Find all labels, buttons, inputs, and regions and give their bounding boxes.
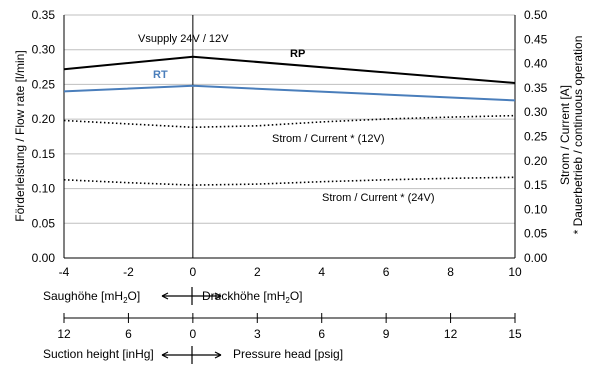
gridlines bbox=[64, 14, 515, 259]
y-left-tick-label: 0.25 bbox=[32, 77, 56, 91]
y-right-tick-label: 0.00 bbox=[524, 251, 548, 265]
y-right-tick-label: 0.50 bbox=[524, 8, 548, 22]
secondary-tick-label: 9 bbox=[383, 327, 390, 341]
y-left-tick-label: 0.00 bbox=[32, 251, 56, 265]
y-axis-right-title: Strom / Current [A] bbox=[558, 85, 572, 185]
x-tick-label: 2 bbox=[254, 265, 261, 279]
series-line-strom-current-12v bbox=[63, 114, 516, 129]
x-tick-label: 0 bbox=[190, 265, 197, 279]
pressure-imperial-caption: Pressure head [psig] bbox=[233, 347, 343, 361]
series-label-current-12v: Strom / Current * (12V) bbox=[272, 133, 384, 145]
y-axis-right-note: * Dauerbetrieb / continuous operation bbox=[571, 36, 585, 235]
secondary-tick-label: 3 bbox=[254, 327, 261, 341]
imperial-direction-arrow bbox=[161, 346, 222, 364]
series-label-current-24v: Strom / Current * (24V) bbox=[322, 192, 434, 204]
secondary-scale-ticks: 12 6 0 3 6 9 12 15 bbox=[57, 313, 522, 341]
secondary-tick-label: 6 bbox=[125, 327, 132, 341]
y-right-tick-label: 0.35 bbox=[524, 81, 548, 95]
secondary-tick-label: 12 bbox=[57, 327, 71, 341]
y-left-tick-label: 0.05 bbox=[32, 216, 56, 230]
x-tick-label: 4 bbox=[318, 265, 325, 279]
y-right-tick-label: 0.45 bbox=[524, 32, 548, 46]
x-tick-label: -4 bbox=[59, 265, 70, 279]
y-left-tick-label: 0.35 bbox=[32, 8, 56, 22]
secondary-tick-label: 0 bbox=[190, 327, 197, 341]
x-tick-label: -2 bbox=[123, 265, 134, 279]
y-left-tick-label: 0.20 bbox=[32, 112, 56, 126]
x-tick-label: 8 bbox=[447, 265, 454, 279]
y-axis-left-title: Förderleistung / Flow rate [l/min] bbox=[13, 50, 27, 221]
secondary-tick-label: 15 bbox=[508, 327, 522, 341]
series-label-rt: RT bbox=[153, 69, 168, 81]
suction-metric-caption: Saughöhe [mH2O] bbox=[43, 289, 140, 305]
y-left-tick-label: 0.10 bbox=[32, 182, 56, 196]
metric-direction-arrow bbox=[161, 287, 222, 305]
series-line-strom-current-24v bbox=[63, 176, 516, 186]
secondary-tick-label: 6 bbox=[318, 327, 325, 341]
x-tick-label: 10 bbox=[508, 265, 522, 279]
series-lines bbox=[63, 55, 516, 186]
suction-imperial-caption: Suction height [inHg] bbox=[43, 347, 154, 361]
axes bbox=[63, 15, 516, 259]
x-tick-label: 6 bbox=[383, 265, 390, 279]
y-right-tick-label: 0.20 bbox=[524, 154, 548, 168]
series-line-rp bbox=[63, 55, 516, 84]
series-label-rp: RP bbox=[290, 48, 305, 60]
y-left-tick-label: 0.30 bbox=[32, 43, 56, 57]
tick-labels: 0.00 0.05 0.10 0.15 0.20 0.25 0.30 0.35 0.00 0.05… bbox=[32, 8, 548, 279]
y-right-tick-label: 0.30 bbox=[524, 105, 548, 119]
y-right-tick-label: 0.40 bbox=[524, 57, 548, 71]
y-left-tick-label: 0.15 bbox=[32, 147, 56, 161]
y-right-tick-label: 0.25 bbox=[524, 130, 548, 144]
y-right-tick-label: 0.05 bbox=[524, 227, 548, 241]
y-right-tick-label: 0.15 bbox=[524, 178, 548, 192]
y-right-tick-label: 0.10 bbox=[524, 202, 548, 216]
vsupply-annotation: Vsupply 24V / 12V bbox=[138, 33, 229, 45]
secondary-tick-label: 12 bbox=[444, 327, 458, 341]
pressure-metric-caption: Druckhöhe [mH2O] bbox=[202, 289, 303, 305]
series-line-rt bbox=[63, 84, 516, 102]
